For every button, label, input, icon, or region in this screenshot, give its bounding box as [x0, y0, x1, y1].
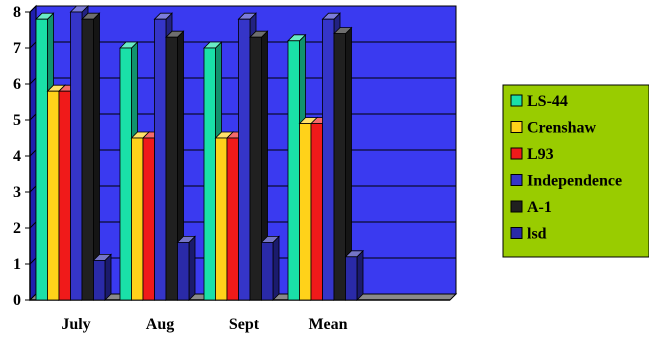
legend-swatch — [510, 147, 523, 160]
bar-side — [104, 253, 112, 301]
y-tick-label: 7 — [13, 40, 21, 57]
legend-label: LS-44 — [527, 93, 568, 110]
bar-side — [356, 249, 364, 301]
legend-item: Crenshaw — [510, 120, 596, 137]
legend-item: A-1 — [510, 199, 552, 216]
legend-item: L93 — [510, 146, 554, 163]
bar-front — [142, 137, 155, 301]
bar-lsd-sept — [260, 235, 280, 301]
bar-front — [119, 47, 132, 301]
y-tick-label: 0 — [13, 292, 21, 309]
legend-label: lsd — [527, 226, 547, 243]
bar-front — [58, 90, 71, 301]
bar-front — [215, 137, 228, 301]
y-tick-label: 4 — [13, 148, 21, 165]
bar-lsd-aug — [176, 235, 196, 301]
bar-front — [261, 241, 274, 301]
y-tick-label: 2 — [13, 220, 21, 237]
x-category-label: Aug — [146, 316, 174, 333]
y-tick-label: 3 — [13, 184, 21, 201]
legend-label: L93 — [527, 146, 554, 163]
legend-swatch — [510, 174, 523, 186]
legend-swatch — [510, 121, 523, 133]
legend-item: LS-44 — [510, 93, 568, 110]
bar-front — [35, 18, 48, 301]
x-axis: July Aug Sept Mean — [61, 316, 347, 333]
bar-side — [188, 235, 196, 301]
bar-front — [310, 123, 323, 301]
legend-swatch — [510, 227, 523, 239]
bar-front — [322, 18, 335, 301]
bar-front — [165, 36, 178, 301]
bar-front — [177, 241, 190, 301]
bar-front — [70, 11, 83, 301]
y-tick-label: 1 — [13, 256, 21, 273]
bar-front — [93, 259, 106, 301]
bar-front — [154, 18, 167, 301]
legend-label: Crenshaw — [527, 120, 596, 137]
x-category-label: Mean — [308, 316, 347, 333]
y-tick-label: 8 — [13, 4, 21, 21]
bar-front — [333, 33, 346, 301]
x-category-label: Sept — [229, 316, 260, 333]
bar-side — [272, 235, 280, 301]
bar-front — [287, 40, 300, 301]
x-category-label: July — [61, 316, 90, 333]
gridline — [29, 5, 456, 13]
bar-front — [203, 47, 216, 301]
legend-label: A-1 — [527, 199, 552, 216]
legend-item: lsd — [510, 226, 547, 243]
bars — [35, 5, 364, 301]
legend: LS-44 Crenshaw L93 Independence A-1 lsd — [502, 84, 649, 258]
bar-lsd-july — [92, 253, 112, 301]
legend-box — [502, 84, 649, 258]
legend-swatch — [510, 200, 523, 213]
bar-front — [226, 137, 239, 301]
bar-front — [47, 90, 60, 301]
bar-front — [131, 137, 144, 301]
bar-a-1-july — [81, 12, 101, 301]
bar-a-1-aug — [165, 30, 185, 301]
bar-a-1-sept — [249, 30, 269, 301]
bar-front — [345, 256, 358, 301]
y-tick-label: 5 — [13, 112, 21, 129]
bar-front — [81, 18, 94, 301]
bar-lsd-mean — [344, 249, 364, 301]
bar-front — [249, 36, 262, 301]
bar-front — [299, 123, 312, 301]
legend-swatch — [510, 94, 523, 107]
bar-front — [238, 18, 251, 301]
y-tick-label: 6 — [13, 76, 21, 93]
legend-item: Independence — [510, 173, 622, 190]
legend-label: Independence — [527, 173, 622, 190]
